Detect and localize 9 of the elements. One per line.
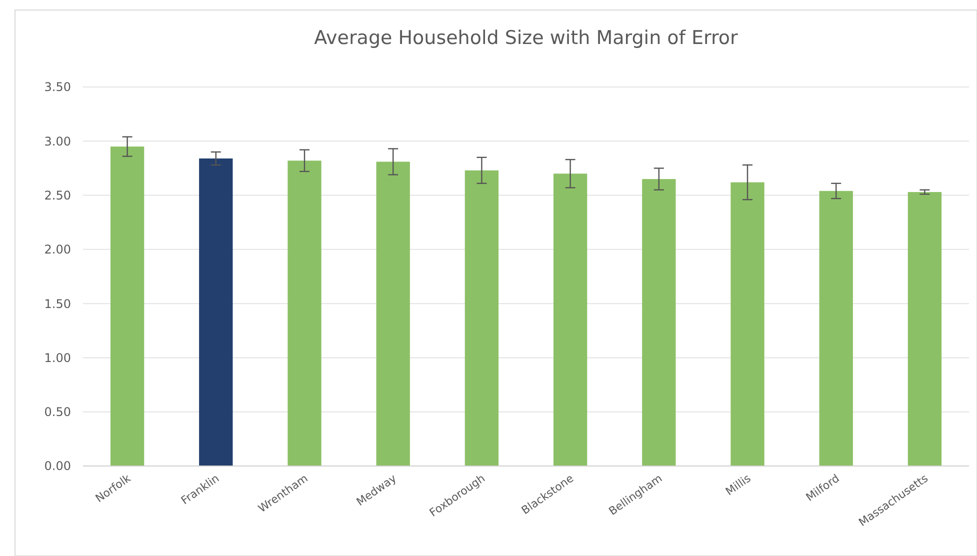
y-tick-label: 0.00	[44, 459, 71, 474]
y-tick-label: 0.50	[44, 405, 71, 420]
y-tick-label: 3.50	[44, 80, 71, 94]
y-tick-label: 3.00	[44, 134, 71, 148]
y-tick-label: 2.00	[44, 242, 71, 257]
y-tick-label: 1.50	[44, 296, 71, 311]
y-tick-label: 2.50	[44, 188, 71, 202]
chart-title: Average Household Size with Margin of Error	[314, 27, 738, 49]
y-tick-label: 1.00	[44, 350, 71, 365]
